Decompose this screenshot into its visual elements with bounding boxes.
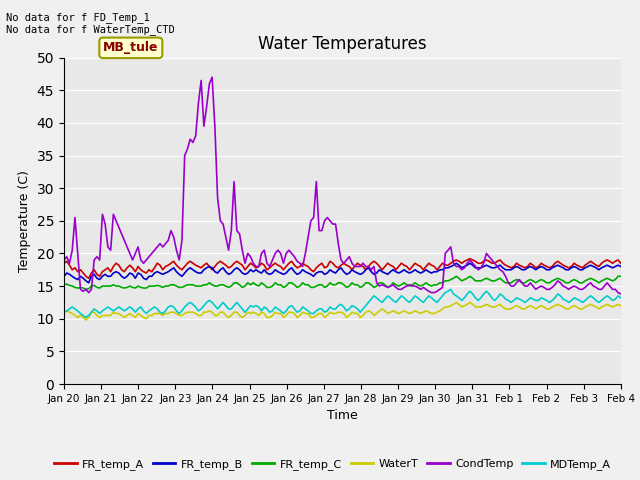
CondTemp: [154, 244, 161, 250]
CondTemp: [60, 257, 68, 263]
FR_temp_A: [156, 262, 164, 268]
MDTemp_A: [342, 308, 350, 314]
FR_temp_C: [211, 283, 219, 289]
FR_temp_B: [156, 270, 164, 276]
MDTemp_A: [447, 287, 454, 292]
FR_temp_B: [477, 265, 484, 271]
WaterT: [617, 303, 625, 309]
Legend: FR_temp_A, FR_temp_B, FR_temp_C, WaterT, CondTemp, MDTemp_A: FR_temp_A, FR_temp_B, FR_temp_C, WaterT,…: [50, 455, 616, 474]
FR_temp_B: [60, 274, 68, 279]
FR_temp_A: [354, 260, 362, 266]
Text: MB_tule: MB_tule: [103, 41, 159, 54]
MDTemp_A: [156, 309, 164, 315]
WaterT: [124, 312, 131, 318]
WaterT: [211, 312, 219, 318]
WaterT: [452, 300, 460, 305]
MDTemp_A: [60, 309, 68, 315]
FR_temp_A: [342, 262, 350, 268]
FR_temp_A: [477, 260, 484, 266]
X-axis label: Time: Time: [327, 409, 358, 422]
MDTemp_A: [82, 314, 90, 320]
MDTemp_A: [617, 295, 625, 300]
MDTemp_A: [211, 303, 219, 309]
FR_temp_C: [477, 278, 484, 284]
FR_temp_C: [452, 274, 460, 279]
FR_temp_B: [124, 274, 131, 279]
CondTemp: [474, 267, 482, 273]
Line: FR_temp_A: FR_temp_A: [64, 259, 621, 278]
CondTemp: [120, 238, 128, 243]
MDTemp_A: [124, 306, 131, 312]
FR_temp_B: [211, 269, 219, 275]
FR_temp_A: [124, 265, 131, 271]
FR_temp_B: [452, 260, 460, 266]
Line: FR_temp_C: FR_temp_C: [64, 276, 621, 289]
WaterT: [156, 311, 164, 316]
MDTemp_A: [477, 295, 484, 300]
Line: WaterT: WaterT: [64, 302, 621, 320]
FR_temp_C: [354, 282, 362, 288]
FR_temp_C: [617, 274, 625, 279]
Line: FR_temp_B: FR_temp_B: [64, 263, 621, 283]
Y-axis label: Temperature (C): Temperature (C): [18, 170, 31, 272]
CondTemp: [211, 123, 219, 129]
FR_temp_A: [211, 264, 219, 269]
WaterT: [342, 314, 350, 320]
FR_temp_B: [85, 280, 93, 286]
WaterT: [354, 311, 362, 316]
FR_temp_B: [342, 272, 350, 277]
CondTemp: [342, 257, 350, 263]
Line: MDTemp_A: MDTemp_A: [64, 289, 621, 317]
CondTemp: [617, 291, 625, 297]
FR_temp_C: [60, 282, 68, 288]
WaterT: [477, 304, 484, 310]
Text: No data for f FD_Temp_1: No data for f FD_Temp_1: [6, 12, 150, 23]
FR_temp_C: [342, 285, 350, 290]
FR_temp_A: [617, 260, 625, 266]
Line: CondTemp: CondTemp: [64, 77, 621, 294]
FR_temp_C: [124, 285, 131, 290]
FR_temp_C: [82, 287, 90, 292]
WaterT: [60, 309, 68, 315]
CondTemp: [208, 74, 216, 80]
FR_temp_A: [466, 256, 474, 262]
MDTemp_A: [354, 306, 362, 312]
CondTemp: [354, 264, 362, 269]
Text: No data for f WaterTemp_CTD: No data for f WaterTemp_CTD: [6, 24, 175, 35]
FR_temp_B: [617, 264, 625, 269]
FR_temp_A: [60, 260, 68, 266]
FR_temp_A: [85, 276, 93, 281]
FR_temp_C: [156, 283, 164, 289]
Title: Water Temperatures: Water Temperatures: [258, 35, 427, 53]
FR_temp_B: [354, 270, 362, 276]
WaterT: [82, 317, 90, 323]
